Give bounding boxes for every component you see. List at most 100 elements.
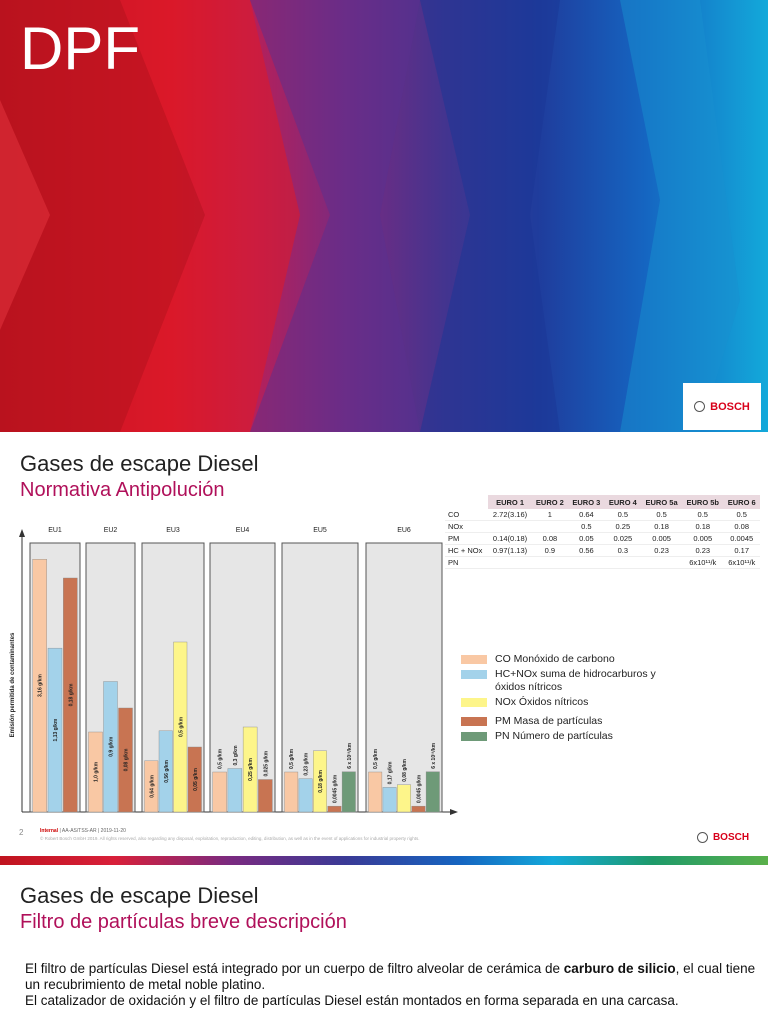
legend-swatch <box>461 717 487 726</box>
table-row: HC + NOx 0.97(1.13) 0.9 0.56 0.3 0.23 0.23 0.17 <box>445 544 760 557</box>
table-cell: 6x10¹¹/k <box>723 556 760 569</box>
header-cell: EURO 3 <box>568 495 605 509</box>
header-cell: EURO 1 <box>488 495 532 509</box>
bar-value-label: 0,18 g/km <box>318 769 324 792</box>
bar <box>284 771 299 813</box>
legend-swatch <box>461 698 487 707</box>
bar <box>32 559 47 813</box>
slide-subtitle: Normativa Antipolución <box>20 479 225 501</box>
bar <box>425 771 440 813</box>
chart: Emisión permitida de contaminantes EU1 3,1… <box>10 527 458 815</box>
row-label: CO <box>445 509 489 521</box>
table-cell: 0.18 <box>641 520 683 533</box>
footer-label: Internal <box>40 828 59 834</box>
bar-value-label: 1,0 g/km <box>94 761 100 782</box>
group-box <box>209 542 276 813</box>
bar-value-label: 0,5 g/km <box>218 748 224 769</box>
page-number: 2 <box>19 828 24 837</box>
table-cell: 1 <box>531 509 569 521</box>
table-cell: 0.56 <box>568 544 605 557</box>
row-label: PN <box>445 556 489 569</box>
footer: Internal | AA-AS/TSS-AR | 2019-11-20 <box>40 828 126 834</box>
copyright: © Robert Bosch GmbH 2019. All rights res… <box>40 836 420 841</box>
bar <box>397 784 411 813</box>
bar-value-label: 6 x 10¹¹/km <box>431 742 437 768</box>
bar <box>411 805 426 813</box>
bar <box>88 731 103 813</box>
table-cell: 0.9 <box>531 544 569 557</box>
bar-value-label: 0,05 g/km <box>193 768 199 791</box>
table-row: CO 2.72(3.16) 1 0.64 0.5 0.5 0.5 0.5 <box>445 509 760 521</box>
table-cell <box>568 556 605 569</box>
legend-item: HC+NOx suma de hidrocarburos y óxidos ní… <box>461 668 681 694</box>
header-cell: EURO 5a <box>641 495 683 509</box>
text: El catalizador de oxidación y el filtro … <box>25 993 679 1008</box>
table-cell: 0.08 <box>531 532 569 545</box>
bar <box>173 641 188 813</box>
bar-value-label: 0,5 g/km <box>289 748 295 769</box>
table-cell: 0.14(0.18) <box>488 532 532 545</box>
bar <box>144 760 159 813</box>
bar-value-label: 0,18 g/km <box>68 683 74 706</box>
table-cell: 0.17 <box>723 544 760 557</box>
table-cell <box>604 556 642 569</box>
bar-value-label: 0,23 g/km <box>304 752 310 775</box>
slide-subtitle: Filtro de partículas breve descripción <box>20 911 347 933</box>
table-cell <box>531 556 569 569</box>
row-label: PM <box>445 532 489 545</box>
text: El filtro de partículas Diesel está inte… <box>25 961 564 976</box>
table-cell: 0.3 <box>604 544 642 557</box>
table-row: PN 6x10¹¹/k 6x10¹¹/k <box>445 556 760 569</box>
legend-swatch <box>461 670 487 679</box>
table-cell: 0.23 <box>641 544 683 557</box>
table-cell: 0.5 <box>604 509 642 521</box>
logo-text: BOSCH <box>710 400 750 413</box>
legend-item: PN Número de partículas <box>461 730 681 743</box>
table-cell: 0.25 <box>604 520 642 533</box>
legend: CO Monóxido de carbono HC+NOx suma de hid… <box>461 653 681 745</box>
header-cell <box>445 495 488 509</box>
legend-label: PN Número de partículas <box>495 730 613 742</box>
slide-title: Gases de escape Diesel <box>20 883 259 908</box>
footer-text: | AA-AS/TSS-AR | 2019-11-20 <box>59 828 126 834</box>
text-bold: carburo de silicio <box>563 961 676 976</box>
bar <box>227 768 243 813</box>
bar-value-label: 0,5 g/km <box>373 748 379 769</box>
table-cell: 0.18 <box>682 520 724 533</box>
paragraph: El filtro de partículas Diesel está inte… <box>25 961 760 1009</box>
legend-item: CO Monóxido de carbono <box>461 653 681 666</box>
bosch-logo: BOSCH <box>688 828 758 846</box>
header-cell: EURO 4 <box>604 495 642 509</box>
bar-value-label: 0,56 g/km <box>164 759 170 782</box>
table-cell: 0.005 <box>641 532 683 545</box>
bar <box>313 750 327 813</box>
legend-label: PM Masa de partículas <box>495 715 603 727</box>
bar <box>382 787 397 813</box>
y-axis-arrow <box>19 529 25 537</box>
table-cell: 0.005 <box>682 532 724 545</box>
table-cell: 0.97(1.13) <box>488 544 532 557</box>
legend-label: NOx Óxidos nítricos <box>495 696 589 708</box>
bar <box>212 771 227 813</box>
table-cell <box>488 556 532 569</box>
banner-facets <box>0 0 740 432</box>
bar-value-label: 0,9 g/km <box>109 736 115 757</box>
table-cell <box>531 520 569 533</box>
bar <box>298 778 313 813</box>
category-label: EU4 <box>236 527 250 534</box>
bar-value-label: 0,5 g/km <box>178 716 184 737</box>
table-cell: 0.64 <box>568 509 605 521</box>
bar <box>158 730 173 813</box>
table-header: EURO 1 EURO 2 EURO 3 EURO 4 EURO 5a EURO 5b EU… <box>445 495 760 509</box>
table-cell: 0.23 <box>682 544 724 557</box>
bar <box>47 647 63 813</box>
bar <box>368 771 383 813</box>
table-row: NOx 0.5 0.25 0.18 0.18 0.08 <box>445 520 760 533</box>
table-cell <box>488 520 532 533</box>
legend-item: NOx Óxidos nítricos <box>461 696 681 709</box>
table-cell: 0.05 <box>568 532 605 545</box>
row-label: HC + NOx <box>445 544 489 557</box>
table-cell: 2.72(3.16) <box>488 509 532 521</box>
category-label: EU3 <box>166 527 180 534</box>
